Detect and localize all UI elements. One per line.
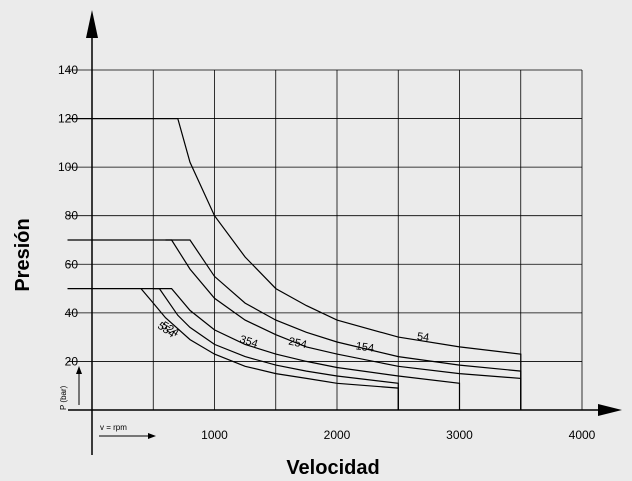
speed-indicator-arrowhead xyxy=(148,433,156,439)
y-tick-label-100: 100 xyxy=(58,160,78,174)
x-tick-label-1000: 1000 xyxy=(201,428,228,442)
x-tick-label-4000: 4000 xyxy=(569,428,596,442)
x-axis-arrow xyxy=(598,404,622,416)
curve-label-354: 354 xyxy=(238,333,259,350)
y-tick-label-80: 80 xyxy=(65,209,79,223)
curves xyxy=(67,117,522,410)
x-tick-labels: 1000 2000 3000 4000 xyxy=(201,428,596,442)
curve-354 xyxy=(153,288,461,410)
y-tick-label-140: 140 xyxy=(58,63,78,77)
curve-524 xyxy=(67,288,399,410)
pressure-indicator-arrowhead xyxy=(76,366,82,374)
curve-554 xyxy=(140,288,399,410)
speed-indicator: v = rpm xyxy=(99,423,156,439)
y-axis-arrow xyxy=(86,10,98,38)
x-axis-title: Velocidad xyxy=(286,457,379,479)
pressure-indicator-label: P (bar) xyxy=(59,385,68,410)
curve-label-154: 154 xyxy=(355,340,375,354)
speed-indicator-label: v = rpm xyxy=(100,423,127,432)
y-axis-title: Presión xyxy=(12,218,34,291)
y-tick-label-40: 40 xyxy=(65,306,79,320)
axes xyxy=(68,10,622,455)
curve-154 xyxy=(165,239,522,410)
y-tick-label-20: 20 xyxy=(65,354,79,368)
y-tick-label-60: 60 xyxy=(65,257,79,271)
pressure-indicator: P (bar) xyxy=(59,366,82,410)
curve-254 xyxy=(67,239,522,410)
x-tick-label-2000: 2000 xyxy=(324,428,351,442)
curve-54 xyxy=(67,117,522,410)
curve-label-54: 54 xyxy=(416,331,430,345)
curve-label-254: 254 xyxy=(287,336,307,352)
x-tick-label-3000: 3000 xyxy=(446,428,473,442)
